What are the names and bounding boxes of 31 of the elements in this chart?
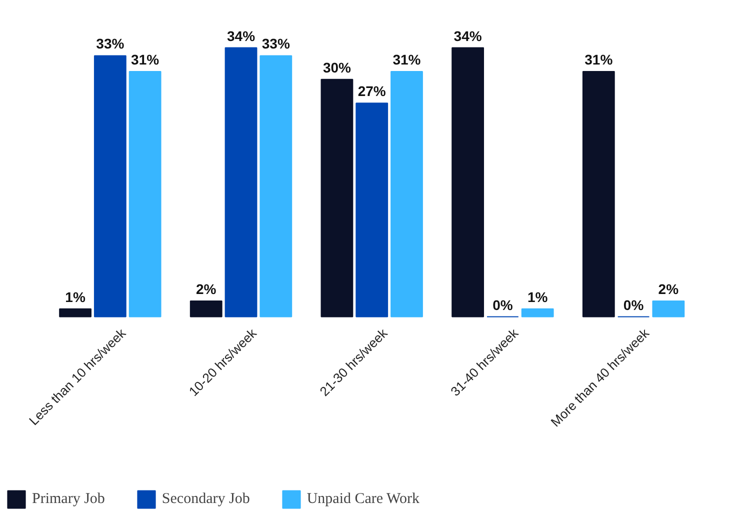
data-label: 2% xyxy=(658,280,680,297)
data-label: 0% xyxy=(492,296,514,313)
bar xyxy=(59,308,92,318)
bar xyxy=(452,47,484,318)
bar xyxy=(260,55,292,318)
data-label: 34% xyxy=(227,28,256,44)
bar xyxy=(652,300,685,318)
data-label: 0% xyxy=(623,296,644,313)
bar xyxy=(356,102,388,318)
legend-label: Primary Job xyxy=(32,490,105,508)
data-label: 31% xyxy=(392,52,422,68)
data-label: 30% xyxy=(322,59,352,76)
data-label: 33% xyxy=(96,36,125,52)
data-label: 1% xyxy=(527,288,548,305)
data-label: 2% xyxy=(196,280,217,297)
data-label: 27% xyxy=(358,83,386,100)
legend-label: Unpaid Care Work xyxy=(306,490,420,508)
data-label: 31% xyxy=(584,52,614,68)
data-label: 31% xyxy=(131,52,160,68)
data-label: 33% xyxy=(262,36,290,52)
bar xyxy=(582,71,615,318)
data-label: 1% xyxy=(65,288,86,305)
bar xyxy=(390,71,423,318)
bar xyxy=(320,78,354,318)
bar xyxy=(190,300,222,318)
data-label: 34% xyxy=(454,28,482,44)
legend-label: Secondary Job xyxy=(162,490,250,508)
bar xyxy=(94,55,126,318)
bar xyxy=(128,71,162,318)
bar xyxy=(521,308,554,318)
bar xyxy=(224,47,258,318)
